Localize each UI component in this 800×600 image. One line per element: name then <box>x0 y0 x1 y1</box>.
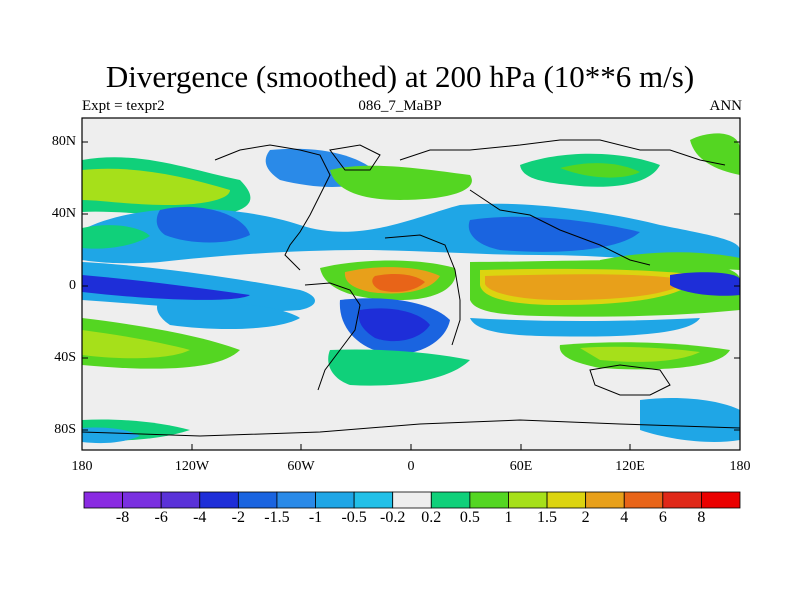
coast-africa <box>384 234 461 346</box>
lon-label: 180 <box>729 459 751 474</box>
contour-sh-blue-east <box>470 318 700 337</box>
case-label: 086_7_MaBP <box>358 98 442 114</box>
lat-label: 0 <box>69 278 76 293</box>
colorbar-swatch <box>83 491 123 509</box>
colorbar-label: 1.5 <box>537 509 558 526</box>
contour-eq-deepblue-west <box>82 275 250 300</box>
colorbar-swatch <box>276 491 316 509</box>
colorbar-label: 0.5 <box>459 509 480 526</box>
colorbar-swatch <box>237 491 278 509</box>
colorbar-label: -0.2 <box>380 509 406 526</box>
colorbar-swatch <box>585 491 625 509</box>
colorbar-label: 6 <box>658 509 667 526</box>
colorbar-label: 2 <box>581 509 590 526</box>
contour-nh-lightgreen <box>82 168 230 205</box>
contour-eq-blue-dateline <box>670 272 740 296</box>
colorbar-label: 4 <box>620 509 629 526</box>
coast-north-america <box>214 144 331 271</box>
contour-nh-green5 <box>690 133 740 175</box>
lat-label: 40S <box>54 350 76 365</box>
contour-sh-blue-south-west <box>82 427 140 444</box>
coast-greenland <box>329 144 381 171</box>
divergence-field <box>82 118 740 450</box>
colorbar-swatch <box>701 491 741 509</box>
lon-label: 120E <box>615 459 645 474</box>
contour-sh-deepblue-south-america <box>358 308 430 342</box>
colorbar-swatch <box>199 491 239 509</box>
contour-nh-green2 <box>330 165 472 200</box>
colorbar-swatch <box>392 491 432 509</box>
colorbar-label: -6 <box>154 509 168 526</box>
lat-label: 40N <box>51 206 76 221</box>
lon-label: 120W <box>174 459 210 474</box>
axis-ticks <box>81 141 741 450</box>
colorbar <box>83 491 741 509</box>
contour-eq-blue-west <box>82 262 315 312</box>
colorbar-label: -0.5 <box>341 509 367 526</box>
contour-nh-deepblue <box>156 206 250 243</box>
coast-south-america <box>304 282 361 391</box>
colorbar-label: 1 <box>504 509 513 526</box>
colorbar-swatch <box>546 491 587 509</box>
colorbar-label: -8 <box>115 509 130 526</box>
colorbar-label: 0.2 <box>421 509 442 526</box>
colorbar-label: 8 <box>697 509 706 526</box>
lat-label: 80N <box>51 134 76 149</box>
contour-atl-red <box>372 274 425 292</box>
coastlines <box>82 139 740 437</box>
colorbar-swatch <box>160 491 201 509</box>
colorbar-swatch <box>623 491 664 509</box>
colorbar-swatch <box>469 491 509 509</box>
colorbar-swatch <box>508 491 548 509</box>
colorbar-swatch <box>353 491 394 509</box>
colorbar-swatch <box>430 491 471 509</box>
contour-sh-green-central <box>328 349 470 386</box>
lat-label: 80S <box>54 422 76 437</box>
colorbar-swatch <box>122 491 162 509</box>
colorbar-swatch <box>315 491 355 509</box>
contour-nh-deepblue2 <box>468 216 640 252</box>
contour-nh-green4 <box>560 163 640 178</box>
colorbar-label: -4 <box>193 509 207 526</box>
colorbar-label: -1 <box>308 509 323 526</box>
contour-nh-green-patch <box>82 225 150 249</box>
contour-sh-blue-south <box>640 398 740 442</box>
contour-sh-lightgreen-west <box>82 330 190 359</box>
contour-sh-blue-west <box>157 300 300 330</box>
lon-label: 180 <box>71 459 93 474</box>
experiment-label: Expt = texpr2 <box>82 98 165 114</box>
coast-australia <box>589 364 671 396</box>
colorbar-swatch <box>662 491 702 509</box>
colorbar-label: -2 <box>231 509 245 526</box>
lon-label: 60E <box>509 459 533 474</box>
lon-label: 0 <box>407 459 415 474</box>
coast-asia-south <box>469 189 651 266</box>
season-label: ANN <box>709 98 743 114</box>
coast-antarctica <box>82 419 740 437</box>
coast-eurasia <box>399 139 726 166</box>
map-title: Divergence (smoothed) at 200 hPa (10**6 … <box>105 59 695 94</box>
lon-label: 60W <box>287 459 315 474</box>
contour-sh-lightgreen-east <box>580 346 700 362</box>
contour-eq-orange-east <box>485 274 690 300</box>
colorbar-label: -1.5 <box>264 509 290 526</box>
